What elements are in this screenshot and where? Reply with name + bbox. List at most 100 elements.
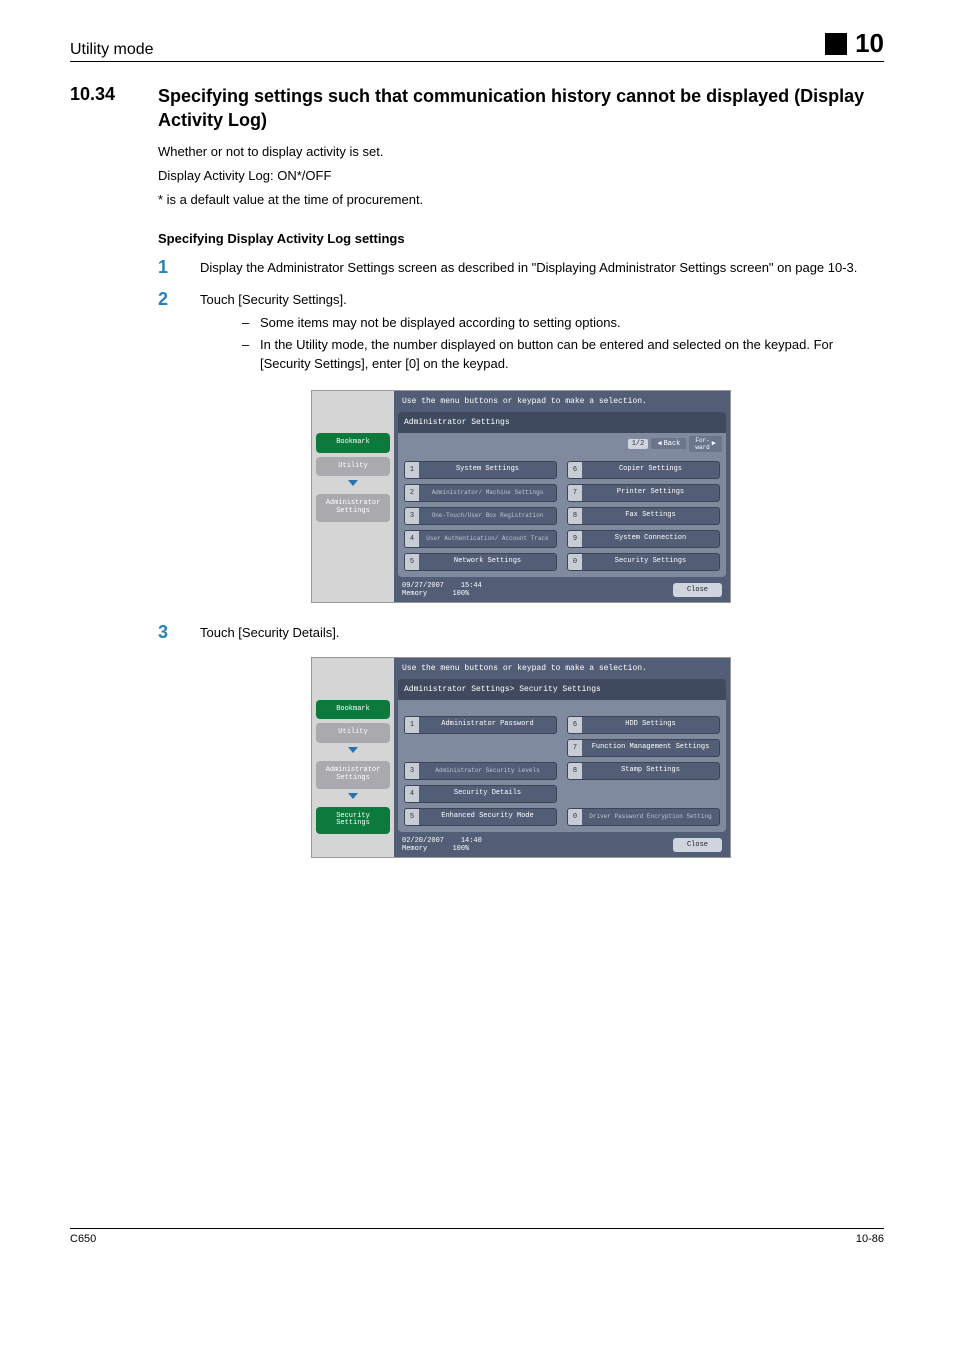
menu-label: Driver Password Encryption Setting	[582, 809, 719, 825]
arrow-right-icon: ▶	[712, 439, 716, 448]
menu-label: Administrator Password	[419, 717, 556, 733]
menu-number: 0	[568, 809, 582, 825]
panel-menu-button[interactable]: 8Stamp Settings	[567, 762, 720, 780]
menu-label: Network Settings	[419, 554, 556, 570]
chapter-number: 10	[855, 28, 884, 59]
close-button[interactable]: Close	[673, 838, 722, 852]
menu-number: 1	[405, 462, 419, 478]
panel-menu-button[interactable]: 1System Settings	[404, 461, 557, 479]
footer-page: 10-86	[856, 1233, 884, 1245]
panel-toolbar	[398, 700, 726, 710]
menu-number: 5	[405, 554, 419, 570]
menu-number: 3	[405, 763, 419, 779]
intro-para: Whether or not to display activity is se…	[158, 143, 884, 161]
panel-menu-button[interactable]: 4Security Details	[404, 785, 557, 803]
panel-side-tab[interactable]: Bookmark	[316, 700, 390, 720]
status-memory: Memory	[402, 845, 427, 853]
sub-heading: Specifying Display Activity Log settings	[158, 231, 884, 246]
step-bullet: Some items may not be displayed accordin…	[242, 313, 884, 333]
panel-side-tab[interactable]: Bookmark	[316, 433, 390, 453]
step-row: 3 Touch [Security Details].	[158, 623, 884, 643]
panel-instruction: Use the menu buttons or keypad to make a…	[394, 391, 730, 410]
panel-menu-button[interactable]: 4User Authentication/ Account Track	[404, 530, 557, 548]
footer-model: C650	[70, 1233, 96, 1245]
section-title: Specifying settings such that communicat…	[158, 84, 884, 133]
panel-menu-button[interactable]: 1Administrator Password	[404, 716, 557, 734]
menu-number: 3	[405, 508, 419, 524]
panel-menu-button[interactable]: 9System Connection	[567, 530, 720, 548]
step-number: 3	[158, 623, 176, 643]
menu-number: 6	[568, 717, 582, 733]
page-footer: C650 10-86	[70, 1228, 884, 1245]
menu-label: Function Management Settings	[582, 740, 719, 756]
status-pct: 100%	[452, 845, 469, 853]
panel-side-tab[interactable]: Security Settings	[316, 807, 390, 834]
panel-side-tab[interactable]: Utility	[316, 457, 390, 477]
panel-side-tab[interactable]: Utility	[316, 723, 390, 743]
panel-side-tab[interactable]: Administrator Settings	[316, 494, 390, 521]
menu-label: System Settings	[419, 462, 556, 478]
panel-menu-button[interactable]: 3One-Touch/User Box Registration	[404, 507, 557, 525]
menu-label: User Authentication/ Account Track	[419, 531, 556, 547]
menu-number: 0	[568, 554, 582, 570]
panel-breadcrumb: Administrator Settings	[398, 412, 726, 433]
section-number: 10.34	[70, 84, 140, 133]
forward-button[interactable]: For-ward ▶	[689, 436, 722, 452]
status-memory: Memory	[402, 590, 427, 598]
menu-number: 5	[405, 809, 419, 825]
touch-panel-1: Bookmark Utility Administrator Settings Us…	[311, 390, 731, 603]
menu-number: 7	[568, 485, 582, 501]
menu-number: 7	[568, 740, 582, 756]
panel-menu-button[interactable]: 8Fax Settings	[567, 507, 720, 525]
touch-panel-2: Bookmark Utility Administrator Settings Sec…	[311, 657, 731, 858]
menu-number: 1	[405, 717, 419, 733]
panel-menu-button[interactable]: 7Function Management Settings	[567, 739, 720, 757]
step-row: 1 Display the Administrator Settings scr…	[158, 258, 884, 278]
panel-side-tab[interactable]: Administrator Settings	[316, 761, 390, 788]
close-button[interactable]: Close	[673, 583, 722, 597]
panel-menu-button[interactable]: 0Security Settings	[567, 553, 720, 571]
back-button[interactable]: ◀ Back	[651, 438, 686, 449]
menu-label: Printer Settings	[582, 485, 719, 501]
step-number: 2	[158, 290, 176, 376]
step-bullet: In the Utility mode, the number displaye…	[242, 335, 884, 374]
panel-instruction: Use the menu buttons or keypad to make a…	[394, 658, 730, 677]
menu-label: Enhanced Security Mode	[419, 809, 556, 825]
forward-icon: For-ward	[695, 437, 709, 451]
chapter-icon	[825, 33, 847, 55]
menu-number: 6	[568, 462, 582, 478]
panel-menu-button[interactable]: 0Driver Password Encryption Setting	[567, 808, 720, 826]
panel-menu-button[interactable]: 5Enhanced Security Mode	[404, 808, 557, 826]
menu-label: Stamp Settings	[582, 763, 719, 779]
panel-menu-button[interactable]: 3Administrator Security Levels	[404, 762, 557, 780]
menu-number: 9	[568, 531, 582, 547]
menu-label: Administrator/ Machine Settings	[419, 485, 556, 501]
arrow-left-icon: ◀	[657, 439, 661, 448]
menu-number: 8	[568, 508, 582, 524]
panel-menu-button[interactable]: 5Network Settings	[404, 553, 557, 571]
menu-label: Administrator Security Levels	[419, 763, 556, 779]
status-pct: 100%	[452, 590, 469, 598]
menu-label: Security Details	[419, 786, 556, 802]
status-time: 15:44	[461, 582, 482, 590]
status-date: 09/27/2007	[402, 582, 444, 590]
header-section-name: Utility mode	[70, 41, 154, 59]
menu-label: Copier Settings	[582, 462, 719, 478]
menu-number: 4	[405, 786, 419, 802]
intro-para: Display Activity Log: ON*/OFF	[158, 167, 884, 185]
step-number: 1	[158, 258, 176, 278]
menu-label: Security Settings	[582, 554, 719, 570]
page-indicator: 1/2	[628, 439, 649, 449]
status-date: 02/20/2007	[402, 837, 444, 845]
panel-menu-button[interactable]: 7Printer Settings	[567, 484, 720, 502]
panel-menu-button[interactable]: 2Administrator/ Machine Settings	[404, 484, 557, 502]
menu-number: 2	[405, 485, 419, 501]
panel-menu-button[interactable]: 6Copier Settings	[567, 461, 720, 479]
step-text: Display the Administrator Settings scree…	[200, 258, 857, 278]
status-time: 14:40	[461, 837, 482, 845]
intro-para: * is a default value at the time of proc…	[158, 191, 884, 209]
step-text: Touch [Security Settings].	[200, 292, 347, 307]
menu-label: One-Touch/User Box Registration	[419, 508, 556, 524]
panel-menu-button[interactable]: 6HDD Settings	[567, 716, 720, 734]
menu-label: HDD Settings	[582, 717, 719, 733]
